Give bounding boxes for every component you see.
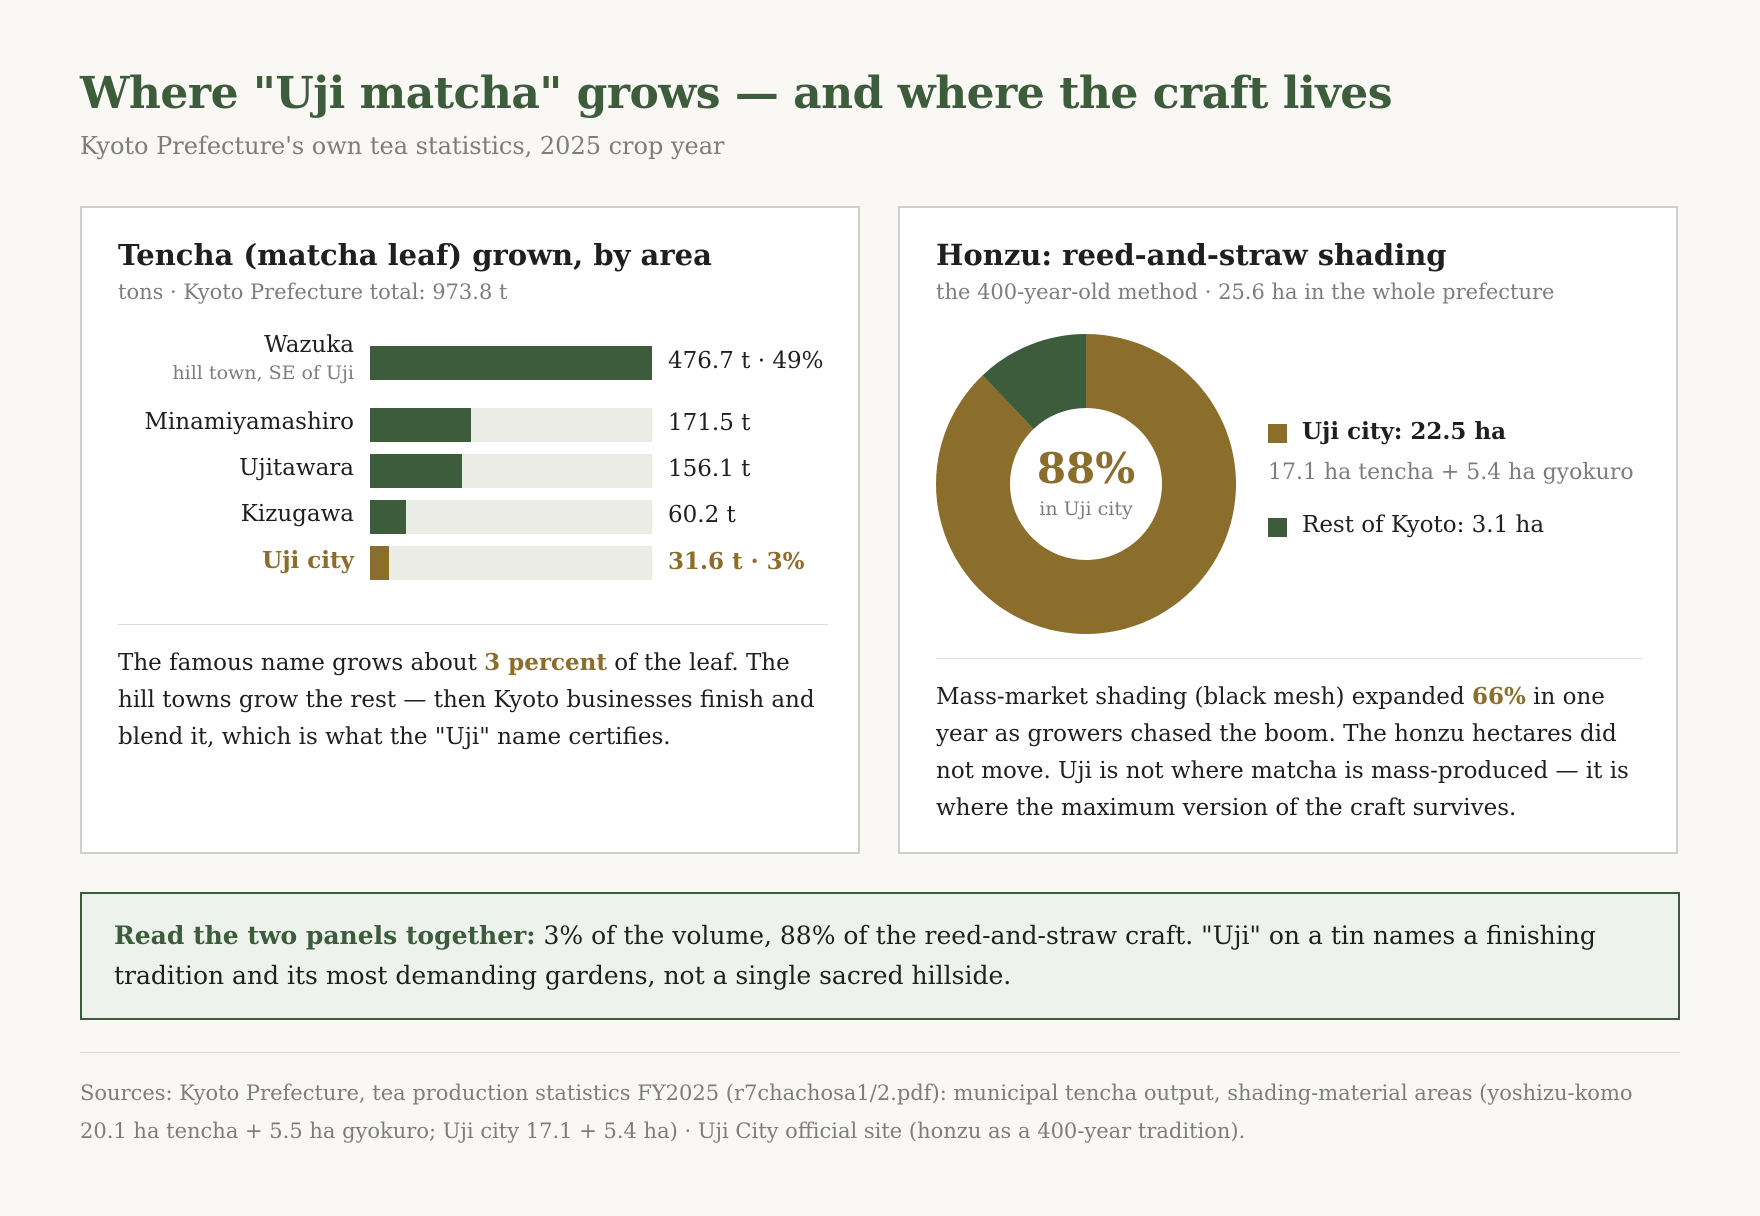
text-part: of the leaf. The hill towns grow the res… — [118, 650, 815, 750]
tencha-panel-text: The famous name grows about 3 percent of… — [118, 644, 828, 756]
bar — [370, 346, 652, 380]
text-highlight: 66% — [1471, 683, 1526, 710]
bar-value-label: 156.1 t — [668, 456, 751, 482]
legend-swatch-rest — [1268, 518, 1287, 537]
divider — [118, 624, 828, 625]
page-title: Where "Uji matcha" grows — and where the… — [80, 68, 1393, 119]
summary-callout: Read the two panels together: 3% of the … — [80, 892, 1680, 1020]
bar-category-label: Uji city — [262, 547, 354, 574]
page-subtitle: Kyoto Prefecture's own tea statistics, 2… — [80, 132, 725, 160]
honzu-panel-subtitle: the 400-year-old method · 25.6 ha in the… — [936, 280, 1555, 304]
text-part: Mass-market shading (black mesh) expande… — [936, 684, 1472, 710]
legend-swatch-uji — [1268, 424, 1287, 443]
bar — [370, 454, 463, 488]
legend-label-uji: Uji city: 22.5 ha — [1302, 418, 1507, 445]
bar-category-label: Wazuka — [264, 332, 354, 358]
text-part: in one year as growers chased the boom. … — [936, 684, 1629, 821]
bar-category-label: Ujitawara — [239, 455, 354, 481]
honzu-panel: Honzu: reed-and-straw shading the 400-ye… — [898, 206, 1678, 854]
bar — [370, 500, 406, 534]
bar-track — [370, 454, 652, 488]
bar-track — [370, 546, 652, 580]
sources-note: Sources: Kyoto Prefecture, tea productio… — [80, 1081, 1633, 1143]
honzu-panel-title: Honzu: reed-and-straw shading — [936, 238, 1447, 272]
bar-value-label: 31.6 t · 3% — [668, 548, 805, 575]
bar-track — [370, 500, 652, 534]
bar-category-note: hill town, SE of Uji — [172, 362, 354, 384]
callout-text: Read the two panels together: 3% of the … — [114, 916, 1654, 996]
bar-track — [370, 408, 652, 442]
bar-value-label: 60.2 t — [668, 502, 736, 528]
legend-note-uji: 17.1 ha tencha + 5.4 ha gyokuro — [1268, 460, 1634, 485]
donut-slice-uji-city — [936, 334, 1236, 634]
bar-category-label: Kizugawa — [240, 501, 354, 527]
tencha-panel: Tencha (matcha leaf) grown, by area tons… — [80, 206, 860, 854]
honzu-donut-chart — [936, 334, 1236, 634]
donut-center-label: in Uji city — [1039, 498, 1133, 520]
text-part: The famous name grows about — [118, 650, 485, 676]
text-highlight: 3 percent — [484, 649, 607, 676]
legend-label-rest: Rest of Kyoto: 3.1 ha — [1302, 512, 1545, 538]
tencha-panel-title: Tencha (matcha leaf) grown, by area — [118, 238, 712, 272]
tencha-panel-subtitle: tons · Kyoto Prefecture total: 973.8 t — [118, 280, 508, 304]
divider — [936, 658, 1642, 659]
honzu-panel-text: Mass-market shading (black mesh) expande… — [936, 678, 1648, 827]
callout-lead: Read the two panels together: — [114, 921, 536, 950]
bar — [370, 546, 389, 580]
callout-body: 3% of the volume, 88% of the reed-and-st… — [114, 921, 1596, 990]
bar-value-label: 476.7 t · 49% — [668, 348, 824, 374]
donut-center-value: 88% — [1036, 444, 1136, 493]
donut-slice-rest-of-kyoto — [982, 334, 1086, 429]
bar-track — [370, 346, 652, 380]
bar — [370, 408, 472, 442]
bar-value-label: 171.5 t — [668, 410, 751, 436]
footer-divider — [80, 1052, 1680, 1053]
bar-category-label: Minamiyamashiro — [144, 409, 354, 435]
